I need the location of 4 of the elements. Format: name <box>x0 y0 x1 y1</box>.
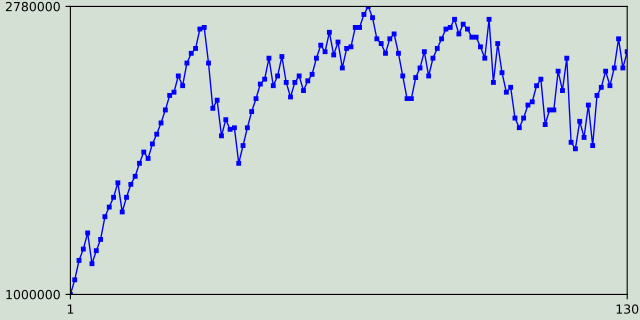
x-tick-label: 1 <box>68 304 74 314</box>
y-tick-label: 1000000 <box>6 290 60 300</box>
y-tick-label: 2780000 <box>6 2 60 12</box>
x-tick-label: 130 <box>616 304 638 314</box>
